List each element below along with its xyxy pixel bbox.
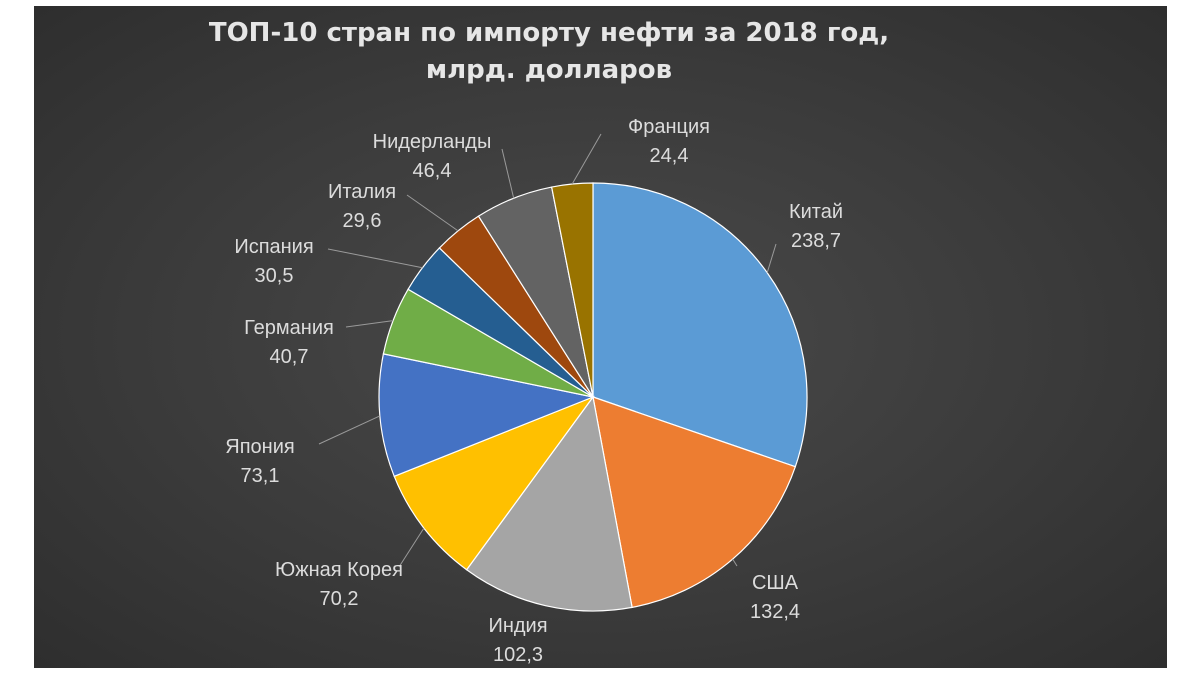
leader-line <box>327 248 423 269</box>
slice-value-label: 46,4 <box>413 160 452 182</box>
slice-label: Нидерланды <box>373 131 492 153</box>
slice-label: Индия <box>488 615 547 637</box>
pie-slice <box>592 396 797 609</box>
slice-label: Япония <box>225 436 294 458</box>
slice-value-label: 102,3 <box>493 644 543 666</box>
leader-line <box>398 527 425 568</box>
slice-label: Италия <box>328 181 396 203</box>
slice-value-label: 238,7 <box>791 230 841 252</box>
slice-labels: Китай 238,7 США 132,4 Индия 102,3 Южная Корея 7… <box>225 116 843 666</box>
slice-label: США <box>752 572 799 594</box>
slice-value-label: 29,6 <box>343 210 382 232</box>
slice-label: Германия <box>244 317 334 339</box>
slice-value-label: 40,7 <box>270 346 309 368</box>
pie-slice <box>592 182 808 468</box>
leader-line <box>318 415 381 445</box>
slice-label: Китай <box>789 201 843 223</box>
slice-value-label: 132,4 <box>750 601 800 623</box>
leader-line <box>501 148 515 199</box>
pie-slice <box>378 353 596 478</box>
leader-line <box>345 320 394 328</box>
chart-panel: ТОП-10 стран по импорту нефти за 2018 го… <box>34 6 1167 668</box>
slice-value-label: 24,4 <box>650 145 689 167</box>
leader-lines <box>318 133 777 568</box>
leader-line <box>571 133 602 185</box>
pie-slices <box>378 182 808 612</box>
pie-slice <box>465 395 633 612</box>
slice-value-label: 30,5 <box>255 265 294 287</box>
slice-label: Франция <box>628 116 710 138</box>
chart-title-line-2: млрд. долларов <box>426 55 672 85</box>
slice-label: Южная Корея <box>275 559 403 581</box>
leader-line <box>406 194 459 232</box>
slice-value-label: 73,1 <box>241 465 280 487</box>
leader-line <box>732 558 738 567</box>
chart-title-line-1: ТОП-10 стран по импорту нефти за 2018 го… <box>209 18 889 48</box>
pie-chart: ТОП-10 стран по импорту нефти за 2018 го… <box>209 18 889 666</box>
leader-line <box>766 243 777 273</box>
slice-value-label: 70,2 <box>320 588 359 610</box>
slice-label: Испания <box>234 236 313 258</box>
